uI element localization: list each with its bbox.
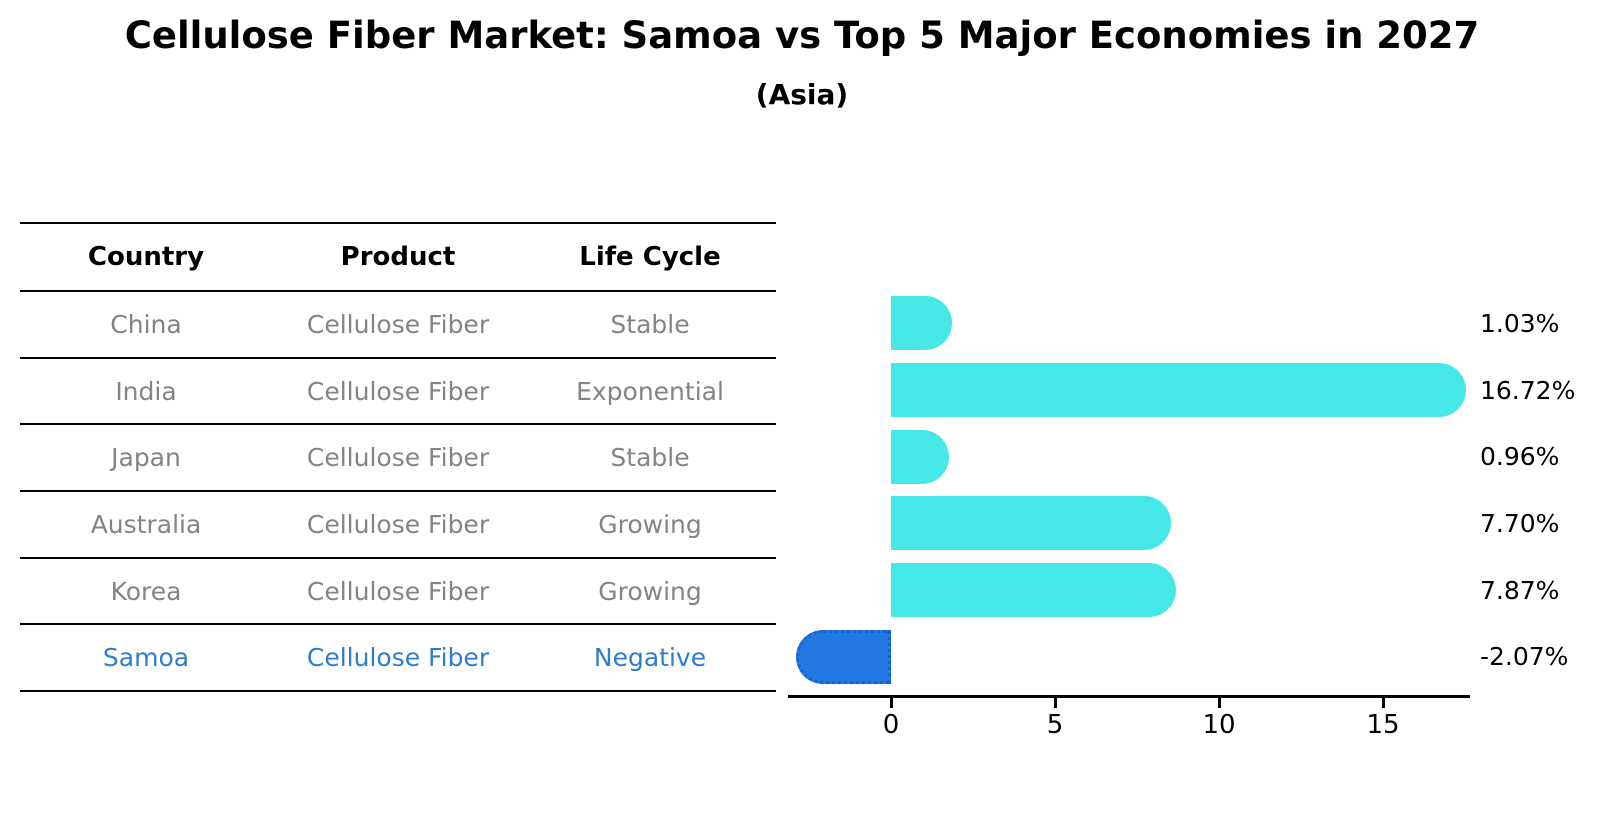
cell-country: India: [115, 376, 177, 406]
cell-country: Australia: [90, 509, 202, 539]
table-row-china: China Cellulose Fiber Stable: [20, 292, 776, 359]
cell-life-cycle: Growing: [598, 509, 702, 539]
value-label-china: 1.03%: [1480, 308, 1560, 338]
cell-product: Cellulose Fiber: [306, 376, 490, 406]
x-tick-mark-10: [1217, 698, 1221, 708]
table-body: China Cellulose Fiber Stable India Cellulose…: [20, 292, 776, 693]
table-row-india: India Cellulose Fiber Exponential: [20, 359, 776, 426]
cell-product: Cellulose Fiber: [306, 643, 490, 673]
value-label-korea: 7.87%: [1480, 575, 1560, 605]
value-label-india: 16.72%: [1480, 375, 1576, 405]
x-tick-mark-0: [889, 698, 893, 708]
x-tick-mark-5: [1053, 698, 1057, 708]
table-row-korea: Korea Cellulose Fiber Growing: [20, 559, 776, 626]
table-header-product: Product: [340, 242, 456, 272]
country-table: Country Product Life Cycle China Cellulos…: [20, 222, 776, 693]
cell-country: China: [110, 309, 182, 339]
bar-japan: [891, 429, 950, 484]
bar-china: [891, 296, 952, 351]
bar-korea: [891, 563, 1177, 618]
value-label-japan: 0.96%: [1480, 442, 1560, 472]
cell-life-cycle: Stable: [610, 309, 690, 339]
x-tick-mark-15: [1381, 698, 1385, 708]
page-title: Cellulose Fiber Market: Samoa vs Top 5 M…: [124, 14, 1480, 57]
table-header-life-cycle: Life Cycle: [579, 242, 721, 272]
cell-life-cycle: Exponential: [576, 376, 724, 406]
table-header-row: Country Product Life Cycle: [20, 224, 776, 292]
cell-product: Cellulose Fiber: [306, 509, 490, 539]
table-row-australia: Australia Cellulose Fiber Growing: [20, 492, 776, 559]
table-header-country: Country: [87, 242, 205, 272]
value-label-samoa: -2.07%: [1480, 642, 1569, 672]
bar-india: [891, 363, 1467, 418]
x-tick-label-10: 10: [1202, 710, 1236, 740]
x-axis-line: [788, 695, 1470, 698]
page-subtitle: (Asia): [755, 78, 849, 111]
x-tick-label-5: 5: [1046, 710, 1064, 740]
cell-country: Japan: [111, 443, 181, 473]
cell-product: Cellulose Fiber: [306, 443, 490, 473]
x-tick-label-0: 0: [882, 710, 900, 740]
cell-life-cycle: Growing: [598, 576, 702, 606]
table-row-samoa: Samoa Cellulose Fiber Negative: [20, 625, 776, 693]
cell-product: Cellulose Fiber: [306, 309, 490, 339]
cell-country: Korea: [110, 576, 182, 606]
bar-australia: [891, 496, 1171, 551]
cell-life-cycle: Stable: [610, 443, 690, 473]
cell-country: Samoa: [102, 643, 190, 673]
value-label-australia: 7.70%: [1480, 508, 1560, 538]
table-row-japan: Japan Cellulose Fiber Stable: [20, 425, 776, 493]
x-tick-label-15: 15: [1366, 710, 1400, 740]
cell-life-cycle: Negative: [593, 643, 707, 673]
cell-product: Cellulose Fiber: [306, 576, 490, 606]
bar-samoa: [796, 629, 891, 684]
